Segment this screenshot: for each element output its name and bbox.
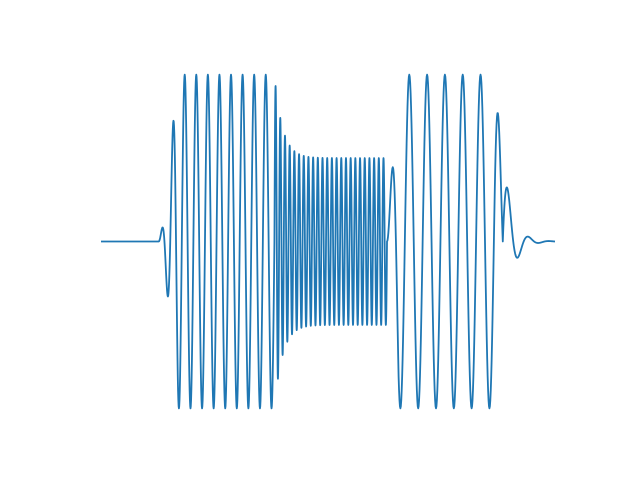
series-layer: [101, 73, 556, 410]
series-line-0: [101, 73, 556, 410]
